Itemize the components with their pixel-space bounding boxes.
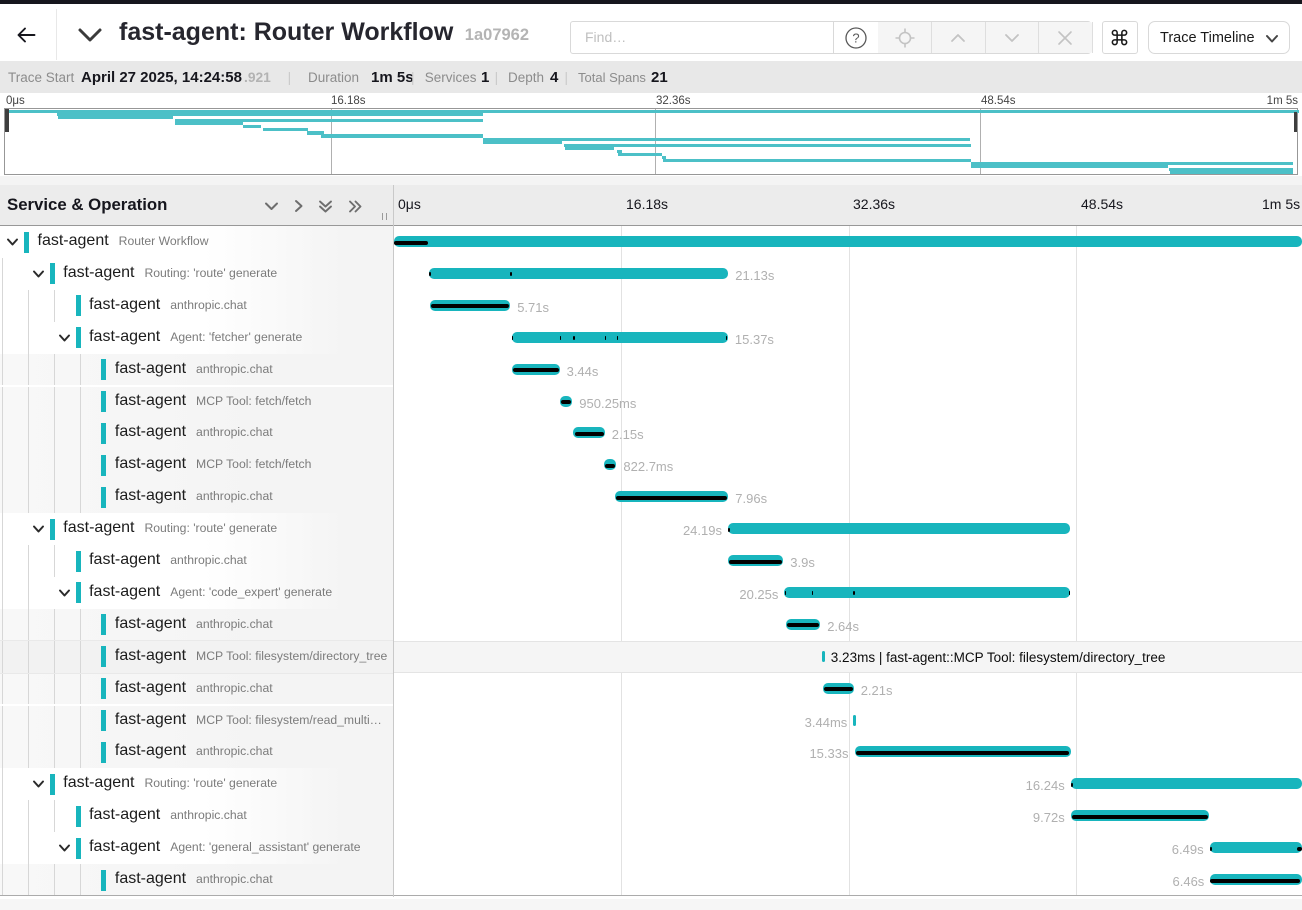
svg-text:?: ? (852, 30, 859, 45)
